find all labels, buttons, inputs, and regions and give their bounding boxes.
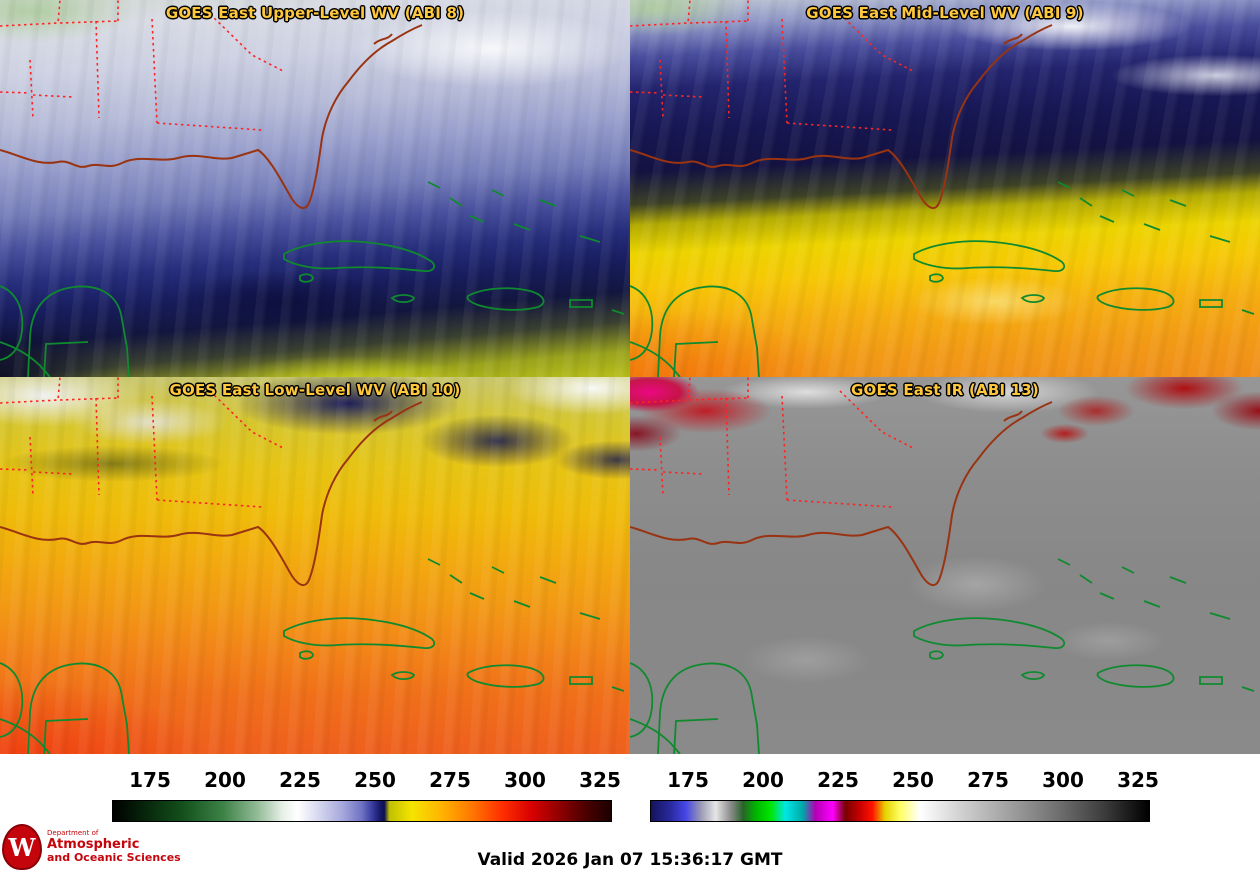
colorbar-tick: 175 bbox=[129, 768, 171, 792]
panel-low-level-wv: GOES East Low-Level WV (ABI 10) bbox=[0, 377, 630, 754]
colorbar-tick: 250 bbox=[892, 768, 934, 792]
panel-title-abi8: GOES East Upper-Level WV (ABI 8) bbox=[165, 4, 465, 22]
colorbar-tick: 175 bbox=[667, 768, 709, 792]
colorbar-tick: 300 bbox=[1042, 768, 1084, 792]
ir-colorbar-ticks: 175 200 225 250 275 300 325 bbox=[650, 768, 1159, 796]
map-overlay bbox=[630, 377, 1260, 754]
panel-upper-level-wv: GOES East Upper-Level WV (ABI 8) bbox=[0, 0, 630, 377]
colorbar-tick: 250 bbox=[354, 768, 396, 792]
panel-mid-level-wv: GOES East Mid-Level WV (ABI 9) bbox=[630, 0, 1260, 377]
wv-colorbar-group: 175 200 225 250 275 300 325 bbox=[112, 768, 621, 822]
colorbar-tick: 200 bbox=[204, 768, 246, 792]
colorbar-tick: 300 bbox=[504, 768, 546, 792]
colorbar-tick: 325 bbox=[579, 768, 621, 792]
logo-dept-line: Department of bbox=[47, 829, 99, 838]
map-overlay bbox=[0, 0, 630, 377]
colorbar-tick: 325 bbox=[1117, 768, 1159, 792]
wv-colorbar-ticks: 175 200 225 250 275 300 325 bbox=[112, 768, 621, 796]
uw-aos-logo: W Department of Atmospheric and Oceanic … bbox=[2, 824, 181, 870]
logo-text: Department of Atmospheric and Oceanic Sc… bbox=[47, 829, 181, 864]
colorbar-tick: 225 bbox=[817, 768, 859, 792]
ir-colorbar bbox=[650, 800, 1150, 822]
map-overlay bbox=[0, 377, 630, 754]
uw-crest-icon: W bbox=[2, 824, 42, 870]
wv-colorbar bbox=[112, 800, 612, 822]
panel-title-abi9: GOES East Mid-Level WV (ABI 9) bbox=[806, 4, 1084, 22]
ir-colorbar-group: 175 200 225 250 275 300 325 bbox=[650, 768, 1159, 822]
panel-title-abi10: GOES East Low-Level WV (ABI 10) bbox=[169, 381, 461, 399]
colorbar-tick: 275 bbox=[429, 768, 471, 792]
colorbar-tick: 225 bbox=[279, 768, 321, 792]
panel-title-abi13: GOES East IR (ABI 13) bbox=[850, 381, 1039, 399]
crest-monogram: W bbox=[8, 832, 36, 862]
logo-line-1: Atmospheric bbox=[47, 836, 140, 852]
logo-line-2: and Oceanic Sciences bbox=[47, 850, 181, 864]
colorbar-tick: 275 bbox=[967, 768, 1009, 792]
valid-time: Valid 2026 Jan 07 15:36:17 GMT bbox=[477, 850, 783, 870]
panel-grid: GOES East Upper-Level WV (ABI 8) GOES Ea… bbox=[0, 0, 1260, 754]
panel-ir: GOES East IR (ABI 13) bbox=[630, 377, 1260, 754]
footer: 175 200 225 250 275 300 325 175 200 225 … bbox=[0, 754, 1260, 882]
map-overlay bbox=[630, 0, 1260, 377]
colorbar-tick: 200 bbox=[742, 768, 784, 792]
